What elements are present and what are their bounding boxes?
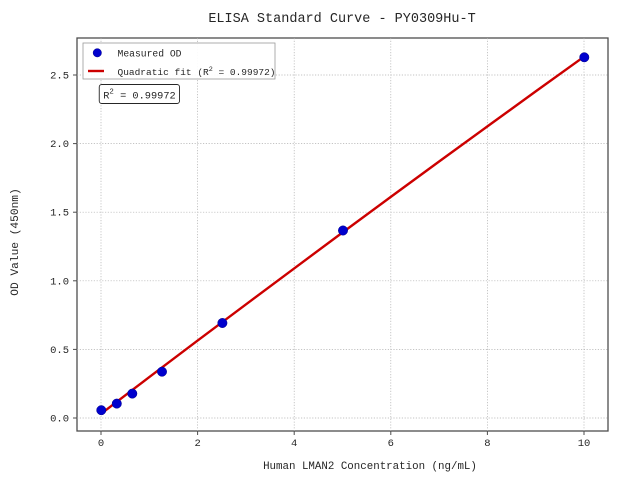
svg-text:6: 6	[388, 438, 394, 450]
svg-text:2: 2	[194, 438, 200, 450]
svg-text:1.0: 1.0	[50, 276, 69, 288]
svg-text:8: 8	[484, 438, 490, 450]
svg-text:= 0.99972: = 0.99972	[114, 91, 176, 103]
svg-text:OD Value (450nm): OD Value (450nm)	[10, 188, 22, 295]
svg-text:4: 4	[291, 438, 297, 450]
svg-text:0.0: 0.0	[50, 414, 69, 426]
svg-text:2.0: 2.0	[50, 139, 69, 151]
svg-text:= 0.99972): = 0.99972)	[213, 67, 276, 78]
svg-text:Measured OD: Measured OD	[118, 48, 182, 59]
svg-text:0.5: 0.5	[50, 345, 69, 357]
svg-text:1.5: 1.5	[50, 208, 69, 220]
svg-text:10: 10	[578, 438, 591, 450]
svg-text:2.5: 2.5	[50, 71, 69, 83]
svg-text:Human LMAN2 Concentration (ng/: Human LMAN2 Concentration (ng/mL)	[263, 461, 477, 473]
svg-text:Quadratic fit (R: Quadratic fit (R	[118, 67, 210, 78]
svg-text:0: 0	[98, 438, 104, 450]
svg-text:ELISA Standard Curve - PY0309H: ELISA Standard Curve - PY0309Hu-T	[208, 12, 475, 27]
